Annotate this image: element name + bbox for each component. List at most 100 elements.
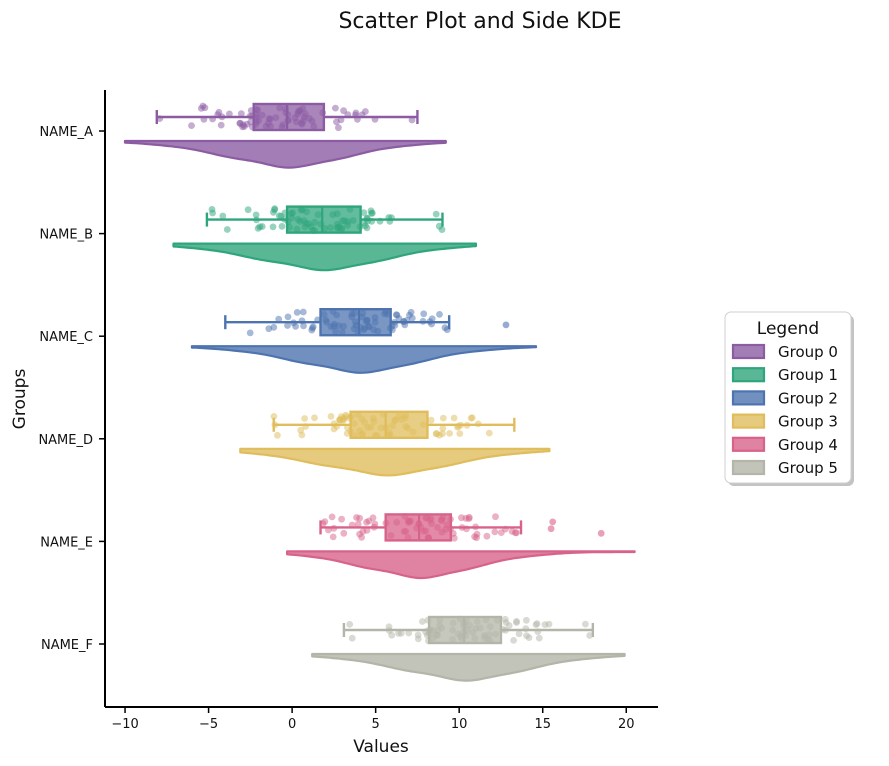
data-point [276,104,284,112]
data-point [359,309,367,317]
legend-label: Group 1 [778,366,838,384]
data-point [408,116,416,124]
data-point [311,414,318,422]
data-point [454,422,462,430]
data-point [397,629,405,637]
kde-area [172,242,477,272]
data-point [376,217,384,225]
data-point [522,625,530,633]
outlier-point [549,518,557,526]
data-point [309,227,317,234]
kde-area [311,652,626,682]
data-point [422,514,429,522]
data-point [327,413,335,420]
data-point [422,628,429,636]
data-point [351,432,359,439]
data-point [296,107,303,114]
data-point [463,525,470,533]
data-point [346,621,354,628]
data-point [217,121,225,129]
data-point [508,528,516,535]
data-point [432,210,440,218]
chart-title: Scatter Plot and Side KDE [338,9,621,34]
data-point [483,532,491,540]
data-point [334,220,341,228]
y-tick-label: NAME_E [40,535,93,550]
data-point [404,534,412,541]
data-point [371,520,379,528]
x-tick-label: 15 [534,717,551,732]
data-point [456,615,464,623]
data-point [353,514,360,521]
legend-label: Group 0 [778,343,838,361]
data-point [420,310,428,318]
data-point [449,636,456,643]
kde-area [239,447,551,477]
y-tick-label: NAME_D [38,433,93,448]
data-point [254,225,262,232]
data-point [284,313,292,321]
data-point [389,326,396,334]
data-point [208,206,216,213]
data-point [370,326,378,334]
data-point [298,120,306,128]
data-point [293,225,301,233]
data-point [541,621,549,628]
data-point [188,122,195,129]
data-point [338,515,345,523]
data-point [358,431,366,439]
data-point [332,327,339,335]
data-point [523,616,530,624]
legend-title: Legend [757,319,819,339]
data-point [350,325,358,333]
y-tick-label: NAME_B [40,228,93,243]
data-point [351,420,358,427]
data-point [510,637,517,644]
data-point [402,411,410,419]
data-point [474,420,482,428]
data-point [364,424,371,431]
data-point [428,520,435,527]
data-point [388,631,396,639]
data-point [368,217,376,225]
x-tick-label: 0 [288,717,296,732]
data-point [272,114,280,121]
data-point [360,219,368,227]
data-point [335,124,342,132]
outlier-point [597,529,605,537]
data-point [339,217,346,225]
data-point [493,616,501,624]
data-point [332,104,339,112]
group-4 [286,513,636,580]
data-point [586,632,594,639]
data-point [346,414,353,422]
data-point [443,521,451,529]
data-point [492,513,499,521]
data-point [219,212,227,220]
data-point [485,631,493,638]
data-point [237,110,245,117]
data-point [311,218,319,226]
data-point [329,533,337,541]
data-point [201,104,209,112]
data-point [360,209,368,217]
y-tick-label: NAME_A [40,125,94,140]
data-point [319,109,327,117]
data-point [288,214,296,222]
data-point [382,423,390,431]
data-point [435,222,443,230]
data-point [348,634,356,642]
group-5 [311,615,626,682]
data-point [346,206,354,213]
kde-area [123,139,447,169]
data-point [502,525,509,533]
data-point [298,317,306,325]
data-point [427,416,435,424]
data-point [384,310,392,318]
data-point [365,323,373,330]
data-point [438,516,445,523]
data-point [333,210,341,218]
legend-label: Group 4 [778,436,838,454]
data-point [369,415,377,422]
